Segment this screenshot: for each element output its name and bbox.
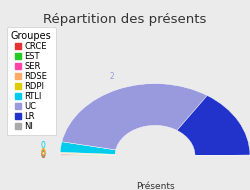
Wedge shape	[60, 154, 115, 155]
Text: 0: 0	[40, 148, 45, 157]
Wedge shape	[62, 84, 207, 150]
Wedge shape	[60, 152, 115, 155]
Wedge shape	[60, 142, 116, 154]
Text: 0: 0	[40, 148, 45, 157]
Text: Répartition des présents: Répartition des présents	[43, 13, 207, 26]
Wedge shape	[60, 155, 115, 156]
Wedge shape	[60, 154, 115, 155]
Legend: CRCE, EST, SER, RDSE, RDPI, RTLI, UC, LR, NI: CRCE, EST, SER, RDSE, RDPI, RTLI, UC, LR…	[7, 27, 56, 135]
Text: 0: 0	[40, 150, 45, 159]
Text: 0: 0	[40, 151, 45, 160]
Wedge shape	[60, 153, 115, 155]
Wedge shape	[195, 155, 250, 156]
Text: 2: 2	[109, 72, 114, 82]
Text: 0: 0	[40, 149, 45, 158]
Text: Présents: Présents	[136, 182, 174, 190]
Wedge shape	[177, 96, 250, 155]
Text: 0: 0	[41, 141, 46, 150]
